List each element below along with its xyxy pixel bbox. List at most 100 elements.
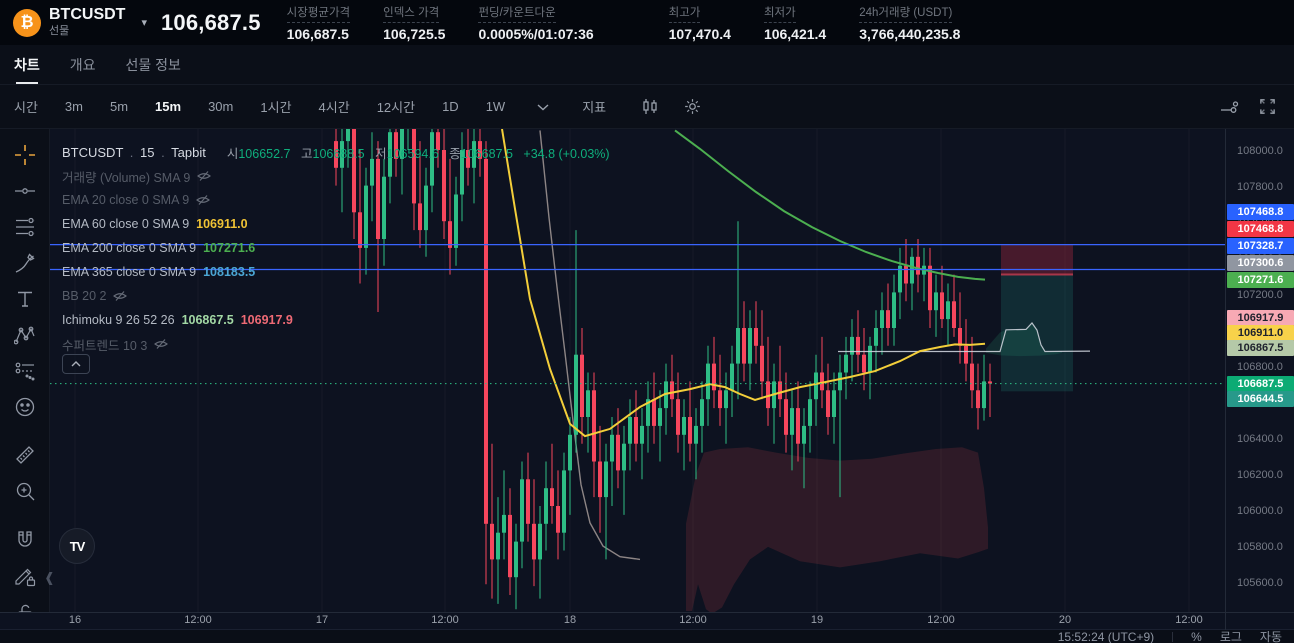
xabcd-pattern-icon[interactable] [13, 324, 36, 346]
candlestick-chart[interactable] [50, 129, 1225, 612]
settings-sliders-icon[interactable] [1218, 96, 1240, 118]
timeframe-5m[interactable]: 5m [109, 99, 129, 114]
time-tick: 12:00 [1175, 614, 1203, 626]
stat-volume-24h: 24h거래량 (USDT) 3,766,440,235.8 [859, 7, 961, 42]
price-badge: 107468.8 [1227, 221, 1294, 237]
price-badge: 106687.5 [1227, 376, 1294, 392]
time-tick: 20 [1058, 614, 1072, 626]
chart-toolbar: 시간 3m 5m 15m 30m 1시간 4시간 12시간 1D 1W 지표 [0, 85, 1294, 129]
legend-collapse-button[interactable] [62, 354, 90, 374]
symbol-dropdown-chevron-icon[interactable]: ▾ [141, 17, 147, 29]
stat-high: 최고가 107,470.4 [668, 7, 731, 42]
draw-lock-icon[interactable] [14, 566, 36, 588]
price-tick: 107800.0 [1237, 181, 1283, 193]
time-tick: 12:00 [184, 614, 212, 626]
time-tick: 12:00 [679, 614, 707, 626]
ema60-line [501, 129, 986, 438]
timeframe-1h[interactable]: 1시간 [260, 100, 292, 115]
legend-row-ema60[interactable]: EMA 60 close 0 SMA 9 106911.0 [62, 217, 248, 231]
price-badge: 107300.6 [1227, 255, 1294, 271]
percent-scale-button[interactable]: % [1191, 629, 1202, 643]
eye-off-icon[interactable] [113, 289, 128, 303]
status-bar: 15:52:24 (UTC+9) % 로그 자동 [0, 629, 1294, 643]
stat-index-price: 인덱스 가격 106,725.5 [383, 7, 446, 42]
legend-title-row[interactable]: BTCUSDT . 15 . Tapbit 시106652.7 고106688.… [62, 140, 617, 164]
legend-row-ema20[interactable]: EMA 20 close 0 SMA 9 [62, 188, 617, 212]
tab-bar: 차트 개요 선물 정보 [0, 45, 1294, 85]
fullscreen-icon[interactable] [1256, 96, 1278, 118]
indicators-button[interactable]: 지표 [582, 100, 607, 115]
toolbar-right-icons [1218, 96, 1278, 118]
time-tick: 18 [563, 614, 577, 626]
tradingview-logo[interactable]: TV [59, 528, 95, 564]
market-type-label: 선물 [49, 25, 70, 38]
timeframe-1d[interactable]: 1D [442, 99, 459, 114]
symbol-name: BTCUSDT [49, 6, 126, 24]
btc-coin-icon: ₿ [13, 8, 41, 37]
position-tool-icon[interactable] [14, 360, 36, 382]
statusbar-divider [1172, 631, 1174, 642]
magnet-icon[interactable] [14, 529, 36, 551]
fib-retracement-icon[interactable] [14, 216, 36, 238]
legend-row-supertrend[interactable]: 수퍼트렌드 10 3 [62, 332, 617, 356]
header: ₿ BTCUSDT 선물 ▾ 106,687.5 시장평균가격 106,687.… [0, 0, 1294, 45]
unlock-icon[interactable] [14, 602, 36, 612]
price-tick: 105600.0 [1237, 577, 1283, 589]
timeframe-time[interactable]: 시간 [14, 100, 38, 115]
legend-row-ema200[interactable]: EMA 200 close 0 SMA 9 107271.6 [62, 241, 256, 255]
legend-row-bb[interactable]: BB 20 2 [62, 284, 617, 308]
collapse-drawbar-handle-icon[interactable]: ❰ [44, 570, 55, 585]
time-tick: 12:00 [431, 614, 459, 626]
time-tick: 12:00 [927, 614, 955, 626]
timeframe-4h[interactable]: 4시간 [318, 100, 350, 115]
chart-pane[interactable]: BTCUSDT . 15 . Tapbit 시106652.7 고106688.… [44, 129, 1225, 612]
price-tick: 107200.0 [1237, 289, 1283, 301]
time-tick: 17 [315, 614, 329, 626]
timeframe-3m[interactable]: 3m [64, 99, 83, 114]
header-stats: 시장평균가격 106,687.5 인덱스 가격 106,725.5 펀딩/카운트… [286, 3, 961, 42]
timeframe-30m[interactable]: 30m [208, 99, 234, 114]
timeframe-dropdown-chevron-icon[interactable] [532, 96, 554, 118]
text-tool-icon[interactable] [14, 288, 36, 310]
zoom-in-icon[interactable] [14, 480, 36, 502]
price-tick: 106200.0 [1237, 469, 1283, 481]
settings-gear-icon[interactable] [681, 96, 703, 118]
candle-style-icon[interactable] [639, 96, 661, 118]
price-badge: 106867.5 [1227, 340, 1294, 356]
timeframe-1w[interactable]: 1W [485, 99, 506, 114]
price-badge: 107328.7 [1227, 238, 1294, 254]
legend-row-ema365[interactable]: EMA 365 close 0 SMA 9 108183.5 [62, 265, 256, 279]
tab-chart[interactable]: 차트 [14, 45, 40, 84]
emoji-tool-icon[interactable] [14, 396, 36, 418]
ichimoku-lagging-line [539, 130, 641, 561]
timeframe-12h[interactable]: 12시간 [376, 100, 416, 115]
symbol-block[interactable]: BTCUSDT 선물 [49, 7, 125, 37]
price-tick: 106000.0 [1237, 505, 1283, 517]
tab-overview[interactable]: 개요 [69, 56, 96, 73]
legend-row-ichimoku[interactable]: Ichimoku 9 26 52 26 106867.5 106917.9 [62, 313, 293, 327]
timeframe-15m[interactable]: 15m [155, 99, 182, 114]
price-axis[interactable]: 108000.0107800.0107600.0107400.0107200.0… [1225, 129, 1294, 612]
eye-off-icon[interactable] [197, 169, 212, 183]
clock: 15:52:24 (UTC+9) [1057, 629, 1155, 643]
legend-row-volume[interactable]: 거래량 (Volume) SMA 9 [62, 164, 617, 188]
brush-tool-icon[interactable] [14, 252, 36, 274]
price-badge: 106644.5 [1227, 391, 1294, 407]
eye-off-icon[interactable] [196, 193, 211, 207]
position-target-zone[interactable] [1001, 274, 1073, 392]
crosshair-icon[interactable] [14, 144, 36, 166]
ruler-icon[interactable] [14, 444, 36, 466]
price-tick: 108000.0 [1237, 145, 1283, 157]
stat-low: 최저가 106,421.4 [763, 7, 827, 42]
drawing-toolbar [0, 129, 50, 612]
eye-off-icon[interactable] [154, 337, 169, 351]
ohlc-readout: 시106652.7 고106688.5 저106594.6 종106687.5 … [226, 146, 610, 161]
log-scale-button[interactable]: 로그 [1219, 630, 1242, 643]
tab-futures-info[interactable]: 선물 정보 [125, 56, 181, 73]
time-tick: 16 [68, 614, 82, 626]
horizontal-line-tool-icon[interactable] [14, 180, 36, 202]
auto-scale-button[interactable]: 자동 [1259, 630, 1282, 643]
time-axis[interactable]: 16 12:00 17 12:00 18 12:00 19 12:00 20 12:00 [0, 612, 1294, 630]
last-price: 106,687.5 [160, 9, 261, 35]
